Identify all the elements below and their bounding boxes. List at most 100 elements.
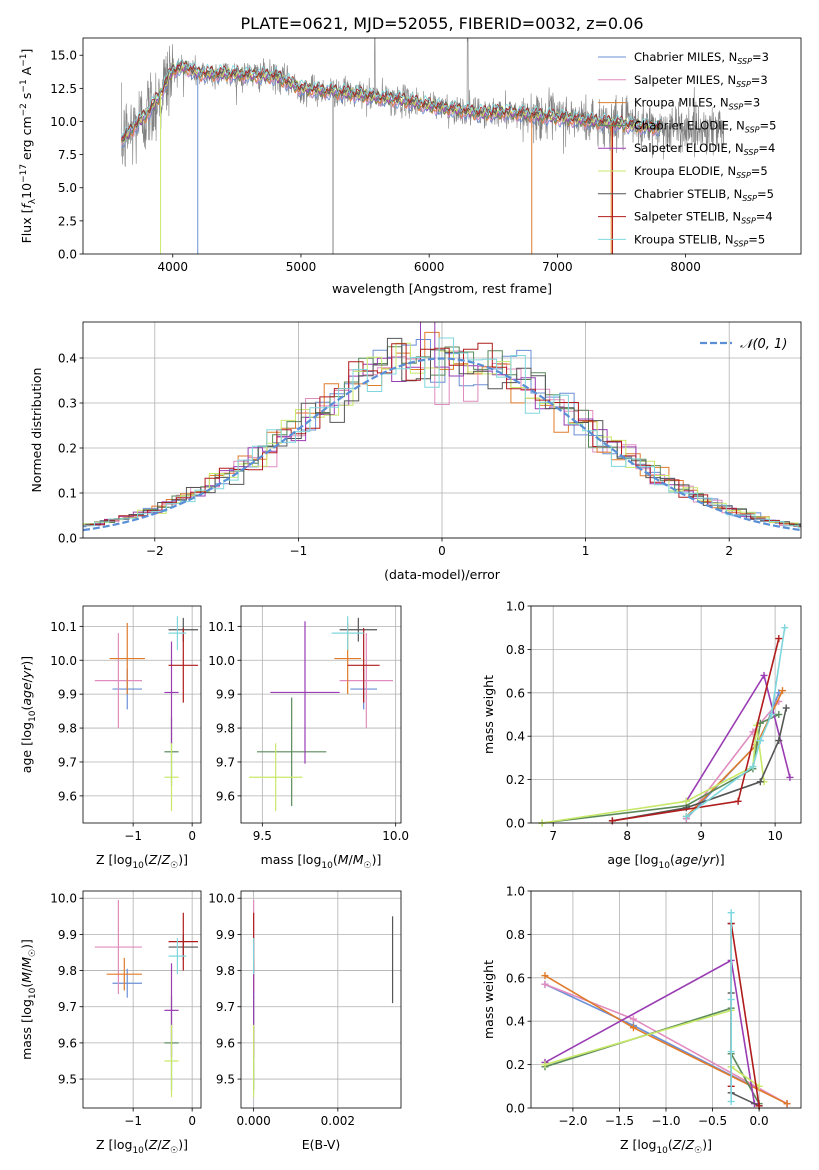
y-tick-label: 10.1 <box>50 620 77 634</box>
series-salpeter-elodie <box>682 671 794 805</box>
x-tick-label: 7 <box>549 829 557 843</box>
axes: 4000 5000 6000 7000 8000 0.0 2.5 5.0 7.5 10.0 12.5… <box>19 37 802 296</box>
axes-frame <box>82 890 202 1109</box>
x-axis-label: Z [log10(Z/Z☉)] <box>96 852 188 871</box>
x-tick-label: 0.0 <box>750 1114 769 1128</box>
legend-label-kroupa-stelib: Kroupa STELIB, NSSP=5 <box>634 232 765 248</box>
series-kroupa-stelib <box>682 624 789 820</box>
mass-weight-vs-z-panel: −2.0 −1.5 −1.0 −0.5 0.0 0.0 0.2 0.4 0.6 0.8 1.0 Z [… <box>481 885 802 1156</box>
model-spectrum-kroupa-stelib <box>121 58 661 137</box>
marker-kroupa-miles <box>779 687 787 695</box>
axes: −1 0 9.5 9.6 9.7 9.8 9.9 10.0 Z [log10(Z/Z☉)] mas… <box>19 890 202 1156</box>
x-tick-label: 0 <box>188 1114 196 1128</box>
marker-kroupa-stelib <box>767 711 775 718</box>
errorbar-chabrier-miles <box>112 968 142 998</box>
series-kroupa-miles <box>541 972 791 1108</box>
grid <box>531 890 801 1109</box>
x-tick-label: 0.000 <box>236 1114 270 1128</box>
legend-label-chabrier-elodie: Chabrier ELODIE, NSSP=5 <box>634 118 776 134</box>
legend-label-salpeter-stelib: Salpeter STELIB, NSSP=4 <box>634 210 773 226</box>
marker-kroupa-miles <box>783 1100 791 1108</box>
series-kroupa-stelib <box>727 909 735 1105</box>
x-tick-label: 7000 <box>542 260 573 274</box>
series-line-salpeter-miles <box>685 700 780 820</box>
y-tick-label: 0.2 <box>506 773 525 787</box>
marker-kroupa-stelib <box>682 812 690 820</box>
plot-area <box>94 900 199 1098</box>
y-tick-label: 0.0 <box>58 532 77 546</box>
plot-area <box>541 909 791 1110</box>
x-axis-label: (data-model)/error <box>384 567 501 582</box>
legend: Chabrier MILES, NSSP=3 Salpeter MILES, NS… <box>598 50 776 248</box>
grid <box>83 606 201 823</box>
y-tick-label: 9.8 <box>58 964 77 978</box>
y-tick-label: 9.9 <box>216 928 235 942</box>
y-tick-label: 9.5 <box>58 1073 77 1087</box>
y-tick-label: 0.6 <box>506 686 525 700</box>
errorbar-chabrier-stelib <box>339 617 377 642</box>
legend-label-chabrier-stelib: Chabrier STELIB, NSSP=5 <box>634 187 774 203</box>
plot-area <box>94 616 199 812</box>
errorbar-kroupa-miles <box>109 622 145 695</box>
y-tick-label: 5.0 <box>58 181 77 195</box>
x-axis-label: Z [log10(Z/Z☉)] <box>620 1137 712 1156</box>
series-kroupa-elodie <box>541 1006 763 1090</box>
marker-chabrier-stelib <box>682 804 690 812</box>
axes: −2 −1 0 1 2 0.0 0.1 0.2 0.3 0.4 (data-model)/error… <box>29 321 802 582</box>
y-tick-label: 9.8 <box>216 964 235 978</box>
errorbar-salpeter-stelib <box>347 628 380 703</box>
series-chabrier-stelib <box>608 704 790 825</box>
x-tick-label: 5000 <box>286 260 317 274</box>
y-tick-label: 12.5 <box>50 82 77 96</box>
y-tick-label: 10.0 <box>50 654 77 668</box>
y-tick-label: 7.5 <box>58 148 77 162</box>
axes: −1 0 9.6 9.7 9.8 9.9 10.0 10.1 Z [log10(Z/Z☉)] ag… <box>19 605 202 871</box>
marker-kroupa-stelib <box>727 909 735 917</box>
y-axis-label: mass weight <box>481 960 496 1039</box>
y-tick-label: 9.9 <box>216 688 235 702</box>
y-tick-label: 9.6 <box>58 1036 77 1050</box>
y-tick-label: 9.7 <box>216 755 235 769</box>
y-tick-label: 9.9 <box>58 688 77 702</box>
x-tick-label: −1 <box>124 829 142 843</box>
series-line-salpeter-elodie <box>544 959 756 1104</box>
y-tick-label: 0.8 <box>506 928 525 942</box>
y-tick-label: 0.4 <box>506 730 525 744</box>
marker-kroupa-stelib <box>749 763 757 771</box>
plot-area <box>121 38 725 254</box>
series-salpeter-elodie <box>541 956 758 1108</box>
y-tick-label: 9.7 <box>216 1000 235 1014</box>
x-tick-label: 9.5 <box>253 829 272 843</box>
marker-kroupa-elodie <box>682 797 690 805</box>
age-vs-mass-panel: 9.5 10.0 9.6 9.7 9.8 9.9 10.0 10.1 mass [log10(M… <box>208 605 409 871</box>
axes-frame <box>530 605 802 824</box>
y-tick-label: 10.0 <box>50 115 77 129</box>
y-axis-label: age [log10(age/yr)] <box>19 656 38 773</box>
errorbar-kroupa-stelib <box>168 616 187 651</box>
spectrum-panel: 4000 5000 6000 7000 8000 0.0 2.5 5.0 7.5 10.0 12.5… <box>19 37 802 296</box>
axes-frame <box>82 605 202 824</box>
y-tick-label: 9.6 <box>216 789 235 803</box>
y-tick-label: 9.5 <box>216 1073 235 1087</box>
marker-chabrier-stelib <box>756 778 764 786</box>
legend-label-salpeter-elodie: Salpeter ELODIE, NSSP=4 <box>634 141 775 157</box>
errorbar-kroupa-elodie <box>164 743 179 812</box>
mass-weight-vs-age-panel: 7 8 9 10 0.0 0.2 0.4 0.6 0.8 1.0 age [log10(age/yr… <box>481 600 802 871</box>
x-axis-label: E(B-V) <box>302 1137 341 1152</box>
y-tick-label: 1.0 <box>506 600 525 614</box>
y-tick-label: 1.0 <box>506 885 525 899</box>
y-tick-label: 9.7 <box>58 1000 77 1014</box>
y-tick-label: 0.0 <box>58 248 77 262</box>
y-axis-label: Normed distribution <box>29 368 44 493</box>
errorbar-salpeter-stelib <box>168 628 199 703</box>
x-tick-label: −2.0 <box>558 1114 587 1128</box>
x-tick-label: 2 <box>725 544 733 558</box>
y-axis-label: mass [log10(M/M☉)] <box>19 939 38 1060</box>
y-tick-label: 9.8 <box>216 722 235 736</box>
y-tick-label: 9.9 <box>58 928 77 942</box>
y-tick-label: 0.1 <box>58 487 77 501</box>
marker-kroupa-elodie <box>541 1061 549 1069</box>
plot-area <box>249 616 393 812</box>
x-tick-label: −1.0 <box>651 1114 680 1128</box>
errorbar-salpeter-miles <box>339 633 393 729</box>
